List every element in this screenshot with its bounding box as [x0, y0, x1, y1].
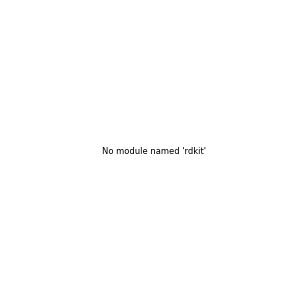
- Text: No module named 'rdkit': No module named 'rdkit': [102, 147, 206, 156]
